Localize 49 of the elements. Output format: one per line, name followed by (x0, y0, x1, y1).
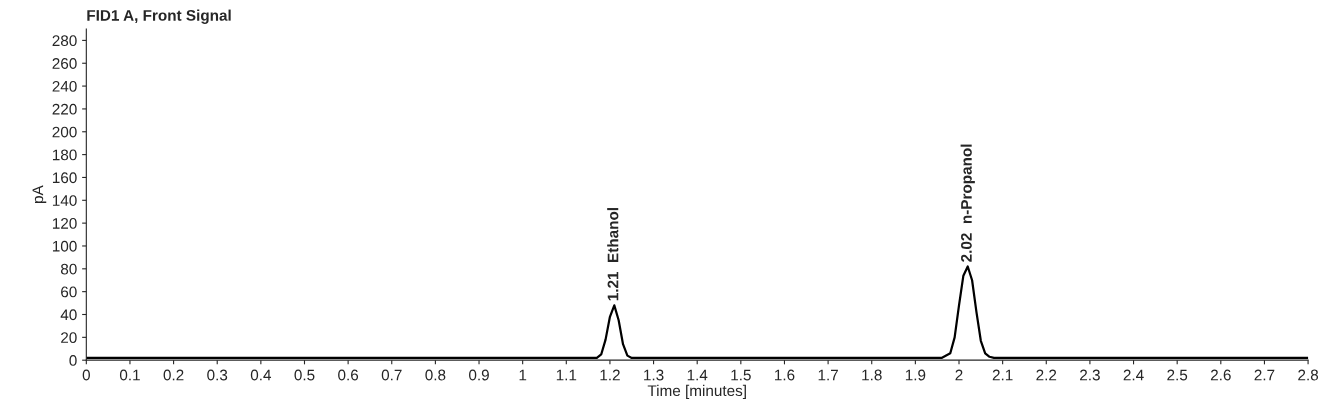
y-tick-label: 160 (52, 172, 77, 184)
x-tick-label: 0.2 (163, 369, 184, 381)
x-tick-label: 0.7 (381, 369, 402, 381)
y-tick-label: 180 (52, 149, 77, 161)
y-tick-label: 140 (52, 195, 77, 206)
x-tick-label: 1.4 (687, 369, 708, 381)
y-tick-label: 220 (52, 103, 77, 115)
x-tick-label: 1.9 (905, 369, 926, 381)
x-tick-label: 0.5 (294, 369, 315, 381)
x-tick-label: 0.6 (338, 369, 359, 381)
y-axis-title: pA (32, 185, 47, 203)
x-tick-label: 2.8 (1298, 369, 1319, 381)
x-axis-title: Time [minutes] (647, 384, 746, 400)
y-tick-label: 20 (61, 332, 77, 344)
x-tick-label: 2.4 (1123, 369, 1144, 381)
y-tick-label: 40 (60, 309, 77, 321)
y-tick-label: 260 (52, 58, 77, 69)
y-tick-label: 120 (52, 218, 77, 229)
x-tick-label: 0.4 (250, 369, 272, 381)
x-tick-label: 1.1 (556, 369, 577, 381)
x-tick-label: 1.3 (644, 369, 664, 381)
x-tick-label: 2.5 (1167, 369, 1188, 381)
y-tick-label: 60 (61, 286, 77, 298)
x-tick-label: 0.1 (119, 369, 140, 381)
x-tick-label: 0.8 (425, 369, 446, 381)
y-tick-label: 0 (69, 355, 77, 366)
x-tick-label: 1 (519, 369, 527, 381)
y-tick-label: 200 (52, 126, 77, 138)
annotation: 1.21 Ethanol (607, 208, 619, 301)
x-tick-label: 0.3 (207, 369, 228, 381)
x-tick-label: 2.6 (1210, 369, 1231, 381)
x-tick-label: 1.5 (731, 369, 751, 381)
x-tick-label: 0.9 (469, 369, 489, 381)
x-tick-label: 2.3 (1080, 369, 1100, 381)
x-tick-label: 2.2 (1036, 369, 1057, 381)
y-tick-label: 80 (60, 263, 77, 275)
y-tick-label: 280 (52, 35, 77, 47)
chart-title: FID1 A, Front Signal (87, 9, 231, 24)
x-tick-label: 2 (955, 369, 963, 381)
x-tick-label: 1.8 (862, 369, 882, 381)
x-tick-label: 1.2 (600, 369, 620, 381)
x-tick-label: 2.7 (1254, 369, 1275, 381)
x-tick-label: 1.6 (775, 369, 795, 381)
x-tick-label: 0 (82, 369, 90, 381)
x-tick-label: 2.1 (992, 369, 1013, 381)
y-tick-label: 100 (52, 240, 77, 252)
annotation: 2.02 n-Propanol (960, 144, 975, 262)
x-tick-label: 1.7 (818, 369, 838, 381)
y-tick-label: 240 (52, 80, 77, 92)
